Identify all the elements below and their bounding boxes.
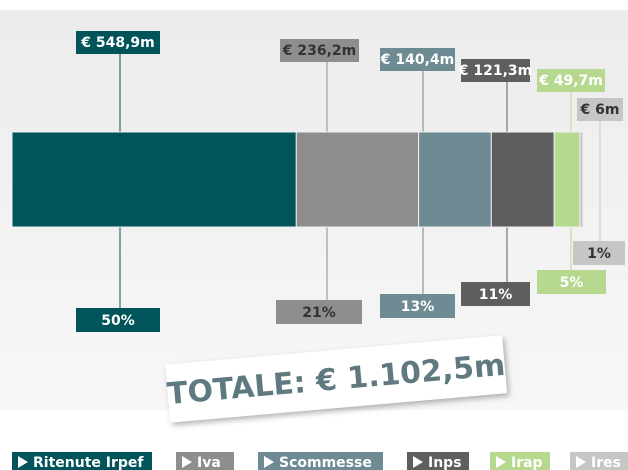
bar-segment — [11, 131, 297, 228]
share-label: 5% — [560, 275, 584, 291]
legend-arrow — [576, 456, 586, 468]
legend-label: Irap — [511, 455, 543, 470]
legend-item — [176, 452, 234, 470]
value-box — [280, 39, 359, 62]
share-label: 21% — [302, 305, 336, 321]
share-label: 11% — [479, 287, 513, 303]
bar-segment — [553, 131, 581, 228]
share-box — [537, 270, 606, 294]
value-label: € 6m — [580, 102, 620, 118]
legend-arrow — [496, 456, 506, 468]
legend-item — [407, 452, 469, 470]
share-label: 1% — [587, 246, 611, 262]
legend-label: Iva — [197, 455, 221, 470]
legend-item — [570, 452, 628, 470]
legend-label: Inps — [428, 455, 462, 470]
legend-arrow — [413, 456, 423, 468]
share-label: 13% — [401, 299, 435, 315]
value-box — [461, 59, 530, 82]
value-box — [537, 69, 605, 92]
legend-arrow — [18, 456, 28, 468]
share-box — [76, 308, 160, 332]
share-box — [276, 300, 362, 324]
share-box — [573, 241, 625, 265]
legend-label: Scommesse — [279, 455, 372, 470]
bar-segment — [579, 131, 584, 228]
bar-segment — [418, 131, 492, 228]
legend-item — [490, 452, 550, 470]
value-label: € 548,9m — [80, 35, 155, 51]
value-label: € 236,2m — [282, 43, 357, 59]
legend-item — [12, 452, 152, 470]
share-label: 50% — [101, 313, 135, 329]
bar-segment — [295, 131, 420, 228]
legend-item — [258, 452, 383, 470]
legend-label: Ires — [591, 455, 621, 470]
value-box — [76, 31, 160, 54]
value-box — [577, 98, 623, 121]
share-box — [461, 282, 530, 306]
value-box — [380, 48, 455, 71]
legend-label: Ritenute Irpef — [33, 455, 144, 470]
total-panel — [165, 335, 507, 423]
value-label: € 49,7m — [538, 73, 603, 89]
legend-arrow — [182, 456, 192, 468]
share-box — [380, 294, 455, 318]
value-label: € 140,4m — [380, 52, 455, 68]
bar-segment — [490, 131, 555, 228]
legend-arrow — [264, 456, 274, 468]
value-label: € 121,3m — [458, 63, 533, 79]
